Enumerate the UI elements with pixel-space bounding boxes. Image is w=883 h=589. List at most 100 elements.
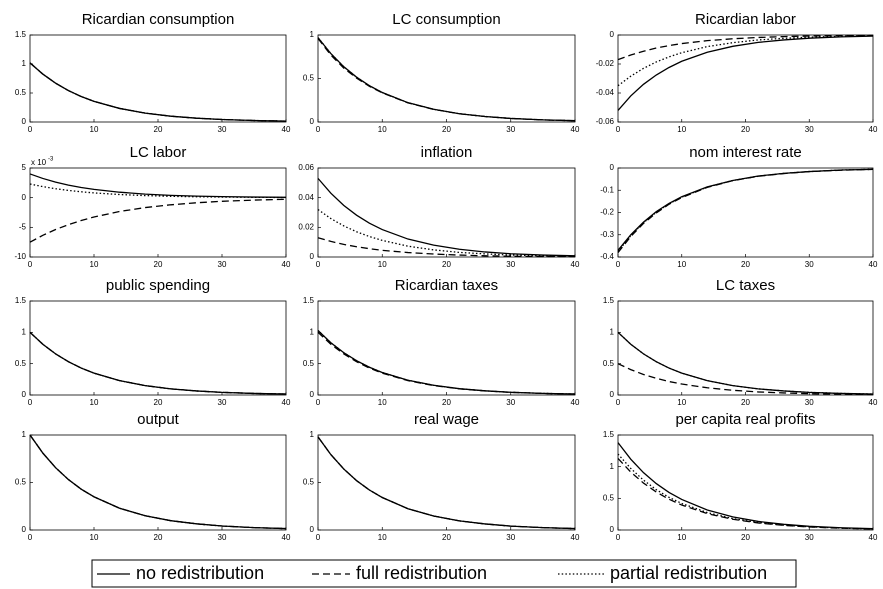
x-tick-label: 40 — [282, 125, 291, 134]
x-tick-label: 30 — [506, 125, 515, 134]
series-line — [317, 436, 576, 530]
y-tick-label: 1.5 — [303, 296, 315, 305]
x-tick-label: 0 — [616, 125, 621, 134]
series-line — [29, 183, 287, 199]
legend-label: full redistribution — [356, 563, 487, 583]
y-tick-label: 0.5 — [15, 359, 27, 368]
x-tick-label: 20 — [154, 125, 163, 134]
y-tick-label: -10 — [14, 252, 26, 261]
y-tick-label: 1.5 — [15, 296, 27, 305]
x-tick-label: 30 — [805, 533, 814, 542]
legend-label: partial redistribution — [610, 563, 767, 583]
plot-area — [29, 167, 287, 258]
y-tick-label: 0.5 — [303, 478, 315, 487]
series-line — [29, 434, 287, 530]
x-tick-label: 20 — [741, 533, 750, 542]
x-tick-label: 10 — [677, 260, 686, 269]
series-line — [317, 436, 576, 530]
y-tick-label: 0.5 — [15, 88, 27, 97]
x-tick-label: 40 — [571, 398, 580, 407]
x-tick-label: 40 — [282, 398, 291, 407]
x-tick-label: 20 — [741, 398, 750, 407]
series-line — [617, 168, 874, 252]
x-tick-label: 10 — [378, 260, 387, 269]
panel: Ricardian labor 0 10 20 30 40 -0.06 -0.04 -0.02 0 — [596, 11, 878, 134]
series-line — [317, 329, 576, 395]
y-tick-label: 0 — [610, 525, 615, 534]
x-tick-label: 10 — [378, 398, 387, 407]
x-tick-label: 40 — [869, 260, 878, 269]
series-line — [317, 208, 576, 257]
x-tick-label: 20 — [442, 125, 451, 134]
x-tick-label: 0 — [616, 533, 621, 542]
x-tick-label: 30 — [805, 125, 814, 134]
plot-area — [317, 434, 576, 531]
panel: inflation 0 10 20 30 40 0 0.02 0.04 0.06 — [298, 144, 580, 269]
x-tick-label: 30 — [218, 125, 227, 134]
y-tick-label: 1 — [22, 327, 27, 336]
panel: per capita real profits 0 10 20 30 40 0 0.5 1 1.5 — [603, 411, 878, 542]
y-tick-label: 0.02 — [298, 222, 314, 231]
legend-label: no redistribution — [136, 563, 264, 583]
x-tick-label: 10 — [677, 398, 686, 407]
x-tick-label: 0 — [28, 260, 33, 269]
x-tick-label: 10 — [90, 533, 99, 542]
panel: public spending 0 10 20 30 40 0 0.5 1 1.5 — [15, 277, 291, 407]
x-tick-label: 20 — [154, 398, 163, 407]
y-tick-label: -5 — [19, 222, 27, 231]
x-tick-label: 20 — [741, 125, 750, 134]
y-tick-label: 0 — [22, 117, 27, 126]
x-tick-label: 0 — [28, 125, 33, 134]
x-tick-label: 10 — [378, 533, 387, 542]
x-tick-label: 20 — [154, 533, 163, 542]
y-tick-label: 0 — [310, 525, 315, 534]
x-tick-label: 10 — [677, 533, 686, 542]
y-tick-label: 1 — [22, 430, 27, 439]
plot-area — [617, 34, 874, 123]
y-tick-label: 1.5 — [15, 30, 27, 39]
x-tick-label: 20 — [442, 260, 451, 269]
y-tick-label: 0 — [22, 193, 27, 202]
series-line — [617, 35, 874, 111]
x-tick-label: 0 — [316, 125, 321, 134]
x-tick-label: 40 — [571, 260, 580, 269]
panel-title: public spending — [106, 277, 210, 294]
series-line — [617, 35, 874, 87]
x-tick-label: 30 — [218, 398, 227, 407]
x-tick-label: 20 — [154, 260, 163, 269]
x-tick-label: 30 — [506, 398, 515, 407]
y-tick-label: 1.5 — [603, 430, 615, 439]
panel-title: LC labor — [130, 144, 187, 161]
panel-title: LC taxes — [716, 277, 775, 294]
plot-area — [317, 34, 576, 123]
plot-area — [317, 167, 576, 258]
x-tick-label: 20 — [442, 533, 451, 542]
series-line — [617, 453, 874, 530]
plot-area — [29, 434, 287, 531]
series-line — [29, 331, 287, 395]
panel-title: Ricardian taxes — [395, 277, 498, 294]
y-tick-label: 0.04 — [298, 193, 314, 202]
y-tick-label: 1 — [22, 59, 27, 68]
panel-title: inflation — [421, 144, 473, 161]
series-line — [29, 62, 287, 122]
y-tick-label: 0 — [310, 117, 315, 126]
y-tick-label: -0.3 — [600, 230, 614, 239]
y-tick-label: 1.5 — [603, 296, 615, 305]
panel-title: real wage — [414, 411, 479, 428]
x-tick-label: 30 — [506, 260, 515, 269]
x-tick-label: 40 — [571, 125, 580, 134]
y-tick-label: 0.5 — [603, 493, 615, 502]
x-tick-label: 40 — [571, 533, 580, 542]
panel: output 0 10 20 30 40 0 0.5 1 — [15, 411, 291, 542]
y-tick-label: 0 — [22, 525, 27, 534]
y-tick-label: 0.06 — [298, 163, 314, 172]
x-tick-label: 0 — [316, 398, 321, 407]
plot-area — [317, 300, 576, 396]
x-tick-label: 0 — [616, 398, 621, 407]
x-tick-label: 20 — [741, 260, 750, 269]
x-tick-label: 10 — [90, 260, 99, 269]
panel-title: LC consumption — [392, 11, 500, 28]
y-tick-label: 0.5 — [303, 74, 315, 83]
